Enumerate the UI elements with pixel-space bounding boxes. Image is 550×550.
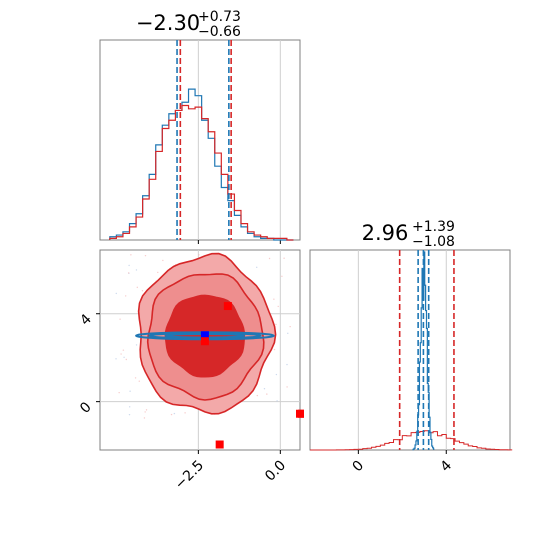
marker-blue <box>200 331 209 340</box>
sample-point <box>162 259 164 262</box>
sample-point <box>275 373 278 376</box>
sample-point <box>256 394 259 397</box>
sample-point <box>125 358 128 361</box>
x-tick-label: 4 <box>437 457 455 475</box>
param1-title-minus: −0.66 <box>198 24 241 40</box>
sample-point <box>115 292 117 295</box>
sample-point <box>184 412 186 414</box>
param2-hist-frame <box>309 249 511 451</box>
marker-red <box>200 337 209 346</box>
sample-point <box>123 356 125 359</box>
sample-point <box>198 254 200 256</box>
sample-point <box>129 390 131 392</box>
param1-histogram-panel <box>99 39 301 244</box>
sample-point <box>286 386 288 388</box>
sample-point <box>122 349 125 351</box>
sample-point <box>118 391 120 394</box>
marker-red <box>223 302 232 311</box>
sample-point <box>283 257 285 259</box>
sample-point <box>130 254 132 256</box>
param1-hist-red <box>109 104 294 241</box>
param2-histogram-panel <box>309 249 513 454</box>
sample-point <box>128 264 130 267</box>
param1-title: −2.30 <box>136 11 200 35</box>
sample-point <box>127 272 130 274</box>
sample-point <box>276 400 278 402</box>
sample-point <box>263 388 266 390</box>
x-tick-label: −2.5 <box>172 458 207 493</box>
marker-red-edge <box>298 409 304 418</box>
sample-point <box>115 358 117 360</box>
sample-point <box>120 353 122 355</box>
sample-point <box>124 295 127 297</box>
sample-point <box>135 269 138 271</box>
param1-title-plus: +0.73 <box>198 9 241 25</box>
sample-point <box>289 325 291 328</box>
joint-distribution-panel <box>96 249 304 454</box>
x-tick-label: 0.0 <box>262 458 289 485</box>
param2-median: 2.96 <box>362 221 409 245</box>
sample-point <box>275 323 277 326</box>
sample-point <box>277 305 279 308</box>
sample-point <box>256 266 258 269</box>
param1-median: −2.30 <box>136 11 200 35</box>
y-tick-label: 0 <box>77 399 95 417</box>
sample-point <box>128 406 131 408</box>
sample-point <box>287 332 289 335</box>
sample-point <box>266 393 268 395</box>
sample-point <box>144 411 146 413</box>
param2-title-minus: −1.08 <box>412 234 455 250</box>
sample-point <box>157 271 159 274</box>
sample-point <box>273 298 275 300</box>
sample-point <box>128 413 131 416</box>
sample-point <box>138 380 140 382</box>
sample-point <box>135 344 138 346</box>
sample-point <box>273 348 276 351</box>
sample-point <box>145 409 148 411</box>
marker-red <box>215 440 224 449</box>
sample-point <box>134 377 137 379</box>
sample-point <box>281 275 283 278</box>
sample-point <box>286 363 288 366</box>
sample-point <box>144 254 147 257</box>
sample-point <box>268 257 271 260</box>
y-tick-label: 4 <box>77 311 95 329</box>
sample-point <box>119 318 121 320</box>
param2-hist-red <box>310 430 513 451</box>
sample-point <box>170 413 173 416</box>
x-tick-label: 0 <box>350 458 368 476</box>
sample-point <box>143 417 146 419</box>
param1-hist-frame <box>99 39 301 241</box>
sample-point <box>173 412 176 415</box>
sample-point <box>136 286 139 289</box>
sample-point <box>141 290 144 292</box>
param2-title-plus: +1.39 <box>412 219 455 235</box>
